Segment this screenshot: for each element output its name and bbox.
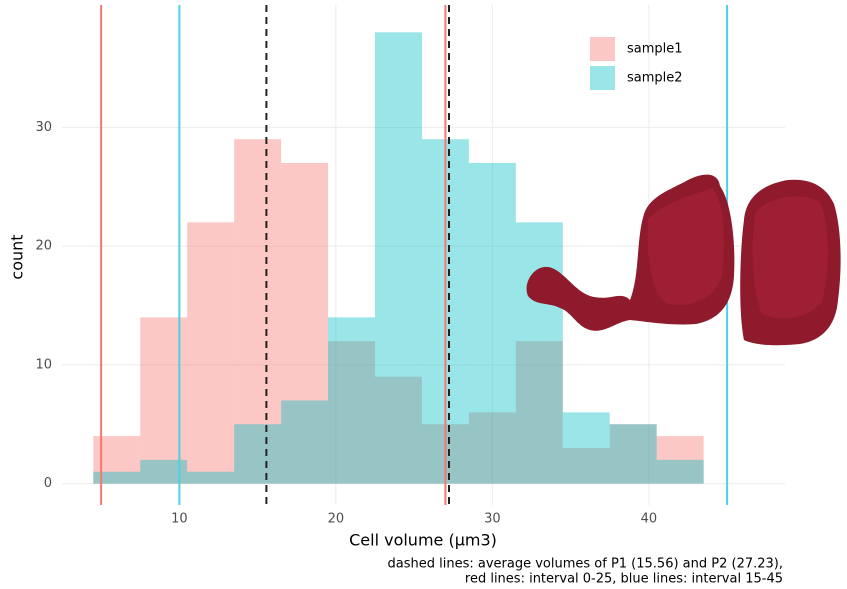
x-tick-label: 30 xyxy=(484,512,501,527)
histogram-bar xyxy=(234,424,282,484)
histogram-bar xyxy=(515,341,563,484)
histogram-bar xyxy=(656,459,704,484)
histogram-bar xyxy=(562,412,610,484)
legend-label: sample2 xyxy=(627,71,683,86)
histogram-bar xyxy=(187,471,235,484)
x-axis-title: Cell volume (µm3) xyxy=(349,531,497,550)
histogram-bar xyxy=(374,376,422,484)
cell-image xyxy=(526,174,841,346)
histogram-bar xyxy=(515,222,563,484)
histogram-bar xyxy=(140,459,188,484)
histogram-bar xyxy=(234,139,282,484)
histogram-bar xyxy=(609,424,657,484)
plot-area: 0 10 20 30 10 20 30 40 xyxy=(35,5,785,527)
histogram-bar xyxy=(93,471,141,484)
histogram-bar xyxy=(374,32,422,484)
legend-label: sample1 xyxy=(627,42,683,57)
y-tick-label: 30 xyxy=(35,120,52,135)
histogram-bar xyxy=(281,400,329,484)
y-axis-title: count xyxy=(8,234,27,279)
histogram-bar xyxy=(468,412,516,484)
histogram-bar xyxy=(328,317,375,484)
caption: red lines: interval 0-25, blue lines: in… xyxy=(465,572,783,587)
histogram-bar xyxy=(281,162,329,484)
legend-swatch xyxy=(590,37,615,61)
y-tick-label: 0 xyxy=(44,476,52,491)
histogram-bar xyxy=(187,222,235,484)
legend-swatch xyxy=(590,66,615,90)
histogram-bar xyxy=(468,162,516,484)
x-tick-label: 20 xyxy=(328,512,345,527)
x-tick-label: 40 xyxy=(641,512,658,527)
x-tick-label: 10 xyxy=(171,512,188,527)
caption: dashed lines: average volumes of P1 (15.… xyxy=(388,557,784,572)
histogram-bar xyxy=(328,341,375,484)
cell-highlight xyxy=(752,196,828,319)
histogram-bar xyxy=(609,424,657,484)
y-tick-label: 20 xyxy=(35,239,52,254)
histogram-bar xyxy=(562,447,610,484)
y-tick-label: 10 xyxy=(35,357,52,372)
histogram-bar xyxy=(656,436,704,484)
cell-highlight xyxy=(647,188,724,305)
